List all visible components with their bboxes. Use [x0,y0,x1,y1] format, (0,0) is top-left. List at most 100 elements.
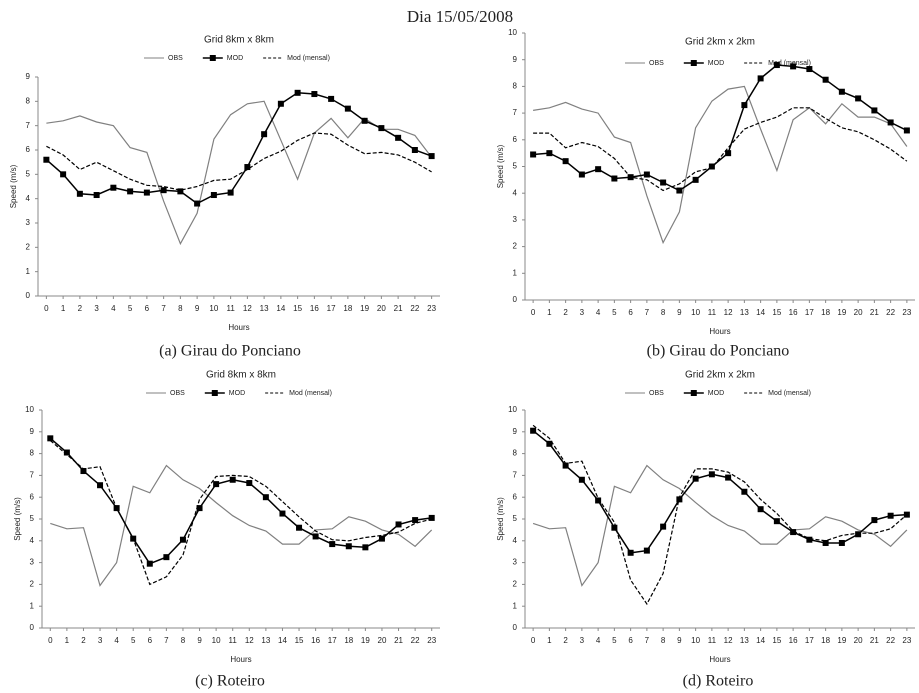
marker [344,105,351,112]
x-tick-label: 9 [677,636,682,645]
marker [110,184,117,191]
chart-title: Grid 8km x 8km [206,370,276,381]
marker [345,543,352,550]
series-line [533,85,908,245]
marker [838,88,845,95]
y-tick-label: 4 [513,536,518,545]
y-axis-label: Speed (m/s) [13,497,22,541]
x-tick-label: 15 [293,304,302,313]
x-tick-label: 9 [197,636,202,645]
marker [855,531,862,538]
marker [328,95,335,102]
y-tick-label: 5 [513,514,518,523]
x-tick-label: 6 [145,304,150,313]
series-line [533,64,908,192]
marker [411,147,418,153]
y-tick-label: 1 [30,601,35,610]
x-tick-label: 17 [805,308,814,317]
x-tick-label: 18 [343,304,352,313]
marker [757,506,764,513]
x-tick-label: 23 [902,308,911,317]
y-tick-label: 5 [26,169,31,178]
marker [562,158,569,165]
y-tick-label: 3 [26,218,31,227]
x-tick-label: 0 [44,304,49,313]
marker [773,518,780,525]
marker [708,471,715,478]
x-tick-label: 22 [886,308,895,317]
x-tick-label: 2 [563,636,568,645]
y-tick-label: 6 [513,135,518,144]
y-axis-label: Speed (m/s) [9,164,18,208]
x-tick-label: 23 [427,636,436,645]
marker [773,62,780,69]
y-tick-label: 0 [513,623,518,632]
marker [725,474,732,481]
x-tick-label: 3 [94,304,99,313]
x-tick-label: 14 [756,308,765,317]
x-tick-label: 20 [854,308,863,317]
marker [887,119,894,126]
x-tick-label: 7 [645,308,650,317]
x-tick-label: 8 [661,308,666,317]
x-tick-label: 8 [178,304,183,313]
x-tick-label: 6 [628,636,633,645]
marker [362,544,369,551]
marker [530,151,537,158]
y-tick-label: 6 [26,145,31,154]
y-tick-label: 2 [513,580,518,589]
y-tick-label: 5 [513,162,518,171]
x-tick-label: 10 [209,304,218,313]
marker [361,117,368,124]
marker [530,427,537,434]
x-tick-label: 13 [740,308,749,317]
y-tick-label: 10 [508,28,517,37]
marker [627,549,634,556]
marker [227,189,234,196]
legend-marker [690,60,697,66]
x-tick-label: 0 [48,636,53,645]
x-tick-label: 5 [128,304,133,313]
marker [822,76,829,83]
x-axis-label: Hours [230,655,251,664]
x-tick-label: 1 [547,308,552,317]
x-tick-label: 15 [772,308,781,317]
y-tick-label: 2 [30,580,35,589]
x-tick-label: 21 [870,308,879,317]
legend-label: OBS [168,55,183,62]
marker [378,535,385,542]
x-tick-label: 4 [114,636,119,645]
y-tick-label: 3 [30,558,35,567]
caption: (d) Roteiro [683,673,754,690]
marker [692,475,699,482]
legend-label: OBS [649,390,664,397]
marker [708,163,715,170]
series-line [533,107,908,192]
x-tick-label: 5 [612,308,617,317]
y-tick-label: 6 [30,492,35,501]
marker [80,468,87,475]
marker [660,179,667,186]
chart-title: Grid 8km x 8km [204,35,274,46]
x-axis-label: Hours [709,327,730,336]
marker [643,547,650,554]
marker [611,524,618,531]
x-tick-label: 3 [580,636,585,645]
x-tick-label: 18 [821,308,830,317]
y-tick-label: 10 [508,405,517,414]
x-tick-label: 17 [805,636,814,645]
x-tick-label: 11 [226,304,235,313]
x-tick-label: 21 [870,636,879,645]
marker [279,510,286,517]
marker [294,89,301,96]
chart-title: Grid 2km x 2km [685,370,755,381]
y-tick-label: 4 [513,188,518,197]
y-tick-label: 8 [30,449,35,458]
series-line [46,100,433,246]
x-tick-label: 22 [411,636,420,645]
x-tick-label: 19 [837,308,846,317]
x-tick-label: 10 [691,636,700,645]
marker [806,536,813,543]
y-tick-label: 8 [26,96,31,105]
x-tick-label: 13 [740,636,749,645]
